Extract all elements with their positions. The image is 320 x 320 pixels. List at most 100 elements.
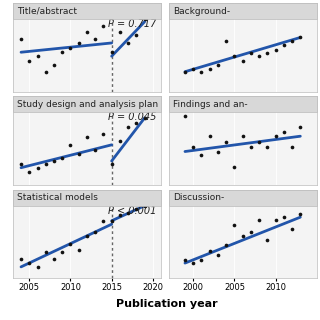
- Point: [281, 129, 286, 134]
- Point: [68, 241, 73, 246]
- Point: [19, 256, 24, 261]
- Point: [199, 152, 204, 157]
- Point: [240, 58, 245, 63]
- Point: [52, 158, 57, 164]
- FancyBboxPatch shape: [13, 3, 161, 19]
- Point: [182, 69, 188, 74]
- Point: [134, 32, 139, 37]
- Point: [76, 152, 81, 157]
- FancyBboxPatch shape: [169, 3, 317, 19]
- Text: Background-: Background-: [173, 7, 230, 16]
- Point: [265, 237, 270, 243]
- Point: [101, 218, 106, 223]
- Point: [298, 124, 303, 130]
- Point: [68, 46, 73, 51]
- Point: [182, 114, 188, 119]
- Text: Findings and an-: Findings and an-: [173, 100, 248, 109]
- Point: [35, 264, 40, 269]
- Point: [134, 121, 139, 126]
- Point: [125, 40, 131, 45]
- Point: [199, 258, 204, 263]
- Point: [92, 148, 98, 153]
- Point: [182, 258, 188, 263]
- Point: [35, 54, 40, 59]
- Point: [240, 134, 245, 139]
- Point: [273, 218, 278, 223]
- FancyBboxPatch shape: [13, 190, 161, 206]
- Point: [215, 253, 220, 258]
- Point: [199, 69, 204, 74]
- Point: [134, 207, 139, 212]
- Point: [35, 165, 40, 170]
- Text: Publication year: Publication year: [116, 299, 217, 309]
- Point: [273, 47, 278, 52]
- Point: [232, 222, 237, 228]
- Point: [248, 144, 253, 149]
- Point: [52, 63, 57, 68]
- Point: [232, 53, 237, 59]
- Point: [281, 215, 286, 220]
- Point: [290, 38, 295, 43]
- Point: [117, 138, 123, 143]
- Point: [117, 212, 123, 218]
- Point: [191, 66, 196, 71]
- FancyBboxPatch shape: [169, 96, 317, 112]
- Point: [248, 230, 253, 235]
- Text: Statistical models: Statistical models: [17, 193, 98, 202]
- Point: [27, 59, 32, 64]
- Point: [52, 256, 57, 261]
- Text: Discussion-: Discussion-: [173, 193, 224, 202]
- Text: P = 0.717: P = 0.717: [108, 19, 157, 29]
- Point: [298, 35, 303, 40]
- Point: [224, 242, 229, 247]
- Point: [76, 247, 81, 252]
- Text: Study design and analysis plan: Study design and analysis plan: [17, 100, 158, 109]
- Point: [60, 156, 65, 161]
- Point: [84, 233, 90, 238]
- Point: [84, 30, 90, 35]
- Point: [215, 63, 220, 68]
- Point: [265, 144, 270, 149]
- Point: [240, 233, 245, 238]
- FancyBboxPatch shape: [13, 96, 161, 112]
- Point: [101, 132, 106, 137]
- Text: Title/abstract: Title/abstract: [17, 7, 77, 16]
- Text: P < 0.001: P < 0.001: [108, 206, 157, 216]
- Point: [109, 218, 114, 223]
- Point: [281, 43, 286, 48]
- Point: [43, 249, 48, 254]
- Point: [142, 17, 147, 22]
- Point: [101, 23, 106, 28]
- Point: [248, 51, 253, 56]
- Point: [207, 66, 212, 71]
- Point: [27, 261, 32, 266]
- Point: [43, 161, 48, 166]
- Point: [257, 218, 262, 223]
- FancyBboxPatch shape: [169, 190, 317, 206]
- Point: [60, 50, 65, 55]
- Point: [109, 50, 114, 55]
- Point: [19, 36, 24, 42]
- Point: [68, 142, 73, 148]
- Point: [84, 134, 90, 139]
- Point: [125, 210, 131, 215]
- Point: [117, 30, 123, 35]
- Point: [191, 260, 196, 266]
- Point: [207, 248, 212, 253]
- Point: [142, 203, 147, 208]
- Point: [125, 125, 131, 130]
- Point: [19, 161, 24, 166]
- Point: [232, 164, 237, 169]
- Point: [43, 69, 48, 75]
- Point: [290, 227, 295, 232]
- Point: [257, 140, 262, 145]
- Point: [224, 38, 229, 43]
- Point: [257, 53, 262, 59]
- Point: [92, 36, 98, 42]
- Point: [273, 134, 278, 139]
- Point: [298, 212, 303, 217]
- Point: [290, 144, 295, 149]
- Point: [27, 169, 32, 174]
- Point: [224, 140, 229, 145]
- Point: [207, 134, 212, 139]
